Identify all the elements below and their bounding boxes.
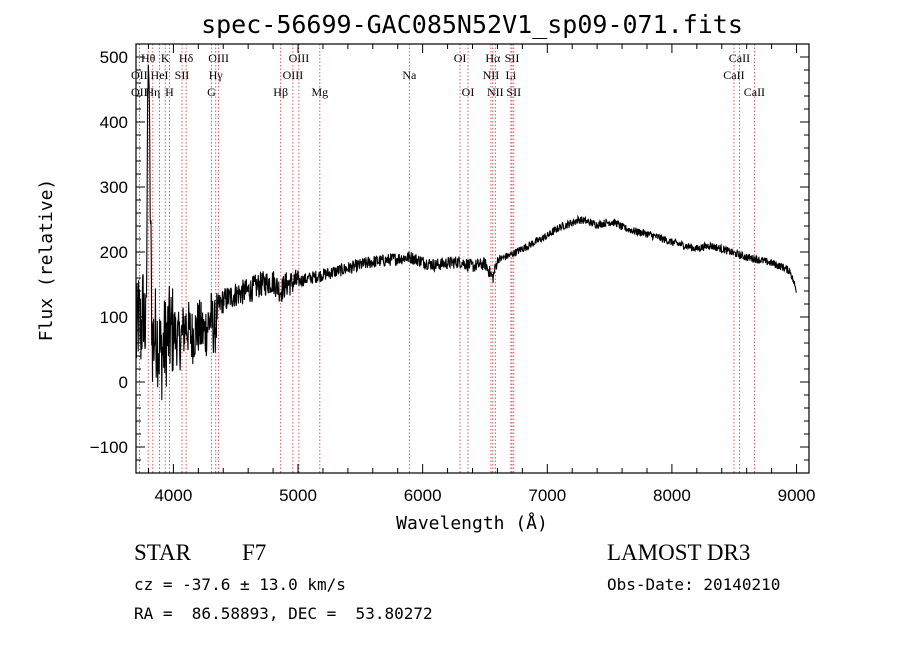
- line-marker-label: Na: [402, 68, 417, 82]
- line-marker-label: Mg: [311, 85, 328, 99]
- line-marker-label: K: [161, 51, 170, 65]
- y-tick-label: 0: [119, 373, 128, 392]
- x-tick-label: 7000: [528, 486, 566, 505]
- line-marker-label: Hδ: [179, 51, 194, 65]
- y-axis-ticks: −100 0 100 200 300 400 500: [90, 43, 809, 461]
- line-marker-label: NII: [483, 68, 500, 82]
- survey-name: LAMOST DR3: [607, 540, 751, 565]
- spectrum-line: [135, 64, 797, 401]
- object-subclass: F7: [242, 540, 267, 565]
- line-marker-label: Hα: [485, 51, 501, 65]
- line-marker-label: OI: [454, 51, 467, 65]
- object-class: STAR: [134, 540, 191, 565]
- line-marker-label: Hγ: [209, 68, 224, 82]
- line-marker-label: H: [165, 85, 174, 99]
- line-marker-label: G: [207, 85, 216, 99]
- line-marker-label: Hβ: [273, 85, 288, 99]
- line-marker-label: HeI: [151, 68, 169, 82]
- x-tick-label: 9000: [778, 486, 816, 505]
- line-marker-label: NII: [487, 85, 504, 99]
- x-tick-label: 8000: [653, 486, 691, 505]
- line-marker-label: CaII: [729, 51, 750, 65]
- line-marker-label: SII: [175, 68, 190, 82]
- line-marker-label: OIII: [208, 51, 229, 65]
- x-tick-label: 5000: [279, 486, 317, 505]
- y-tick-label: 200: [100, 243, 128, 262]
- line-marker-label: OI: [462, 85, 475, 99]
- y-axis-label: Flux (relative): [36, 179, 57, 342]
- chart-title: spec-56699-GAC085N52V1_sp09-071.fits: [201, 10, 743, 39]
- y-tick-label: 100: [100, 308, 128, 327]
- x-axis-ticks: 4000 5000 6000 7000 8000 9000: [147, 44, 816, 505]
- line-marker-label: SII: [506, 85, 521, 99]
- x-axis-label: Wavelength (Å): [396, 512, 548, 534]
- redshift-readout: cz = -37.6 ± 13.0 km/s: [134, 575, 346, 594]
- line-marker-label: OIII: [289, 51, 310, 65]
- line-marker-label: OIII: [283, 68, 304, 82]
- line-marker-label: Li: [506, 68, 517, 82]
- obs-date: Obs-Date: 20140210: [607, 575, 781, 594]
- plot-frame: [135, 43, 810, 474]
- x-tick-label: 6000: [404, 486, 442, 505]
- y-tick-label: 300: [100, 178, 128, 197]
- spectrum-series: [135, 64, 797, 401]
- y-tick-label: 500: [100, 48, 128, 67]
- line-marker-label: SII: [505, 51, 520, 65]
- line-markers: Hθ K Hδ OIII OIII OI Hα SII CaII OII HeI SII Hγ OIII N…: [131, 44, 765, 473]
- y-tick-label: −100: [90, 438, 128, 457]
- line-marker-label: Hθ: [141, 51, 156, 65]
- line-marker-label: OII: [131, 68, 148, 82]
- y-tick-label: 400: [100, 113, 128, 132]
- line-marker-label: CaII: [744, 85, 765, 99]
- x-tick-label: 4000: [154, 486, 192, 505]
- line-marker-label: OII: [131, 85, 148, 99]
- coordinates: RA = 86.58893, DEC = 53.80272: [134, 604, 433, 623]
- line-marker-label: CaII: [723, 68, 744, 82]
